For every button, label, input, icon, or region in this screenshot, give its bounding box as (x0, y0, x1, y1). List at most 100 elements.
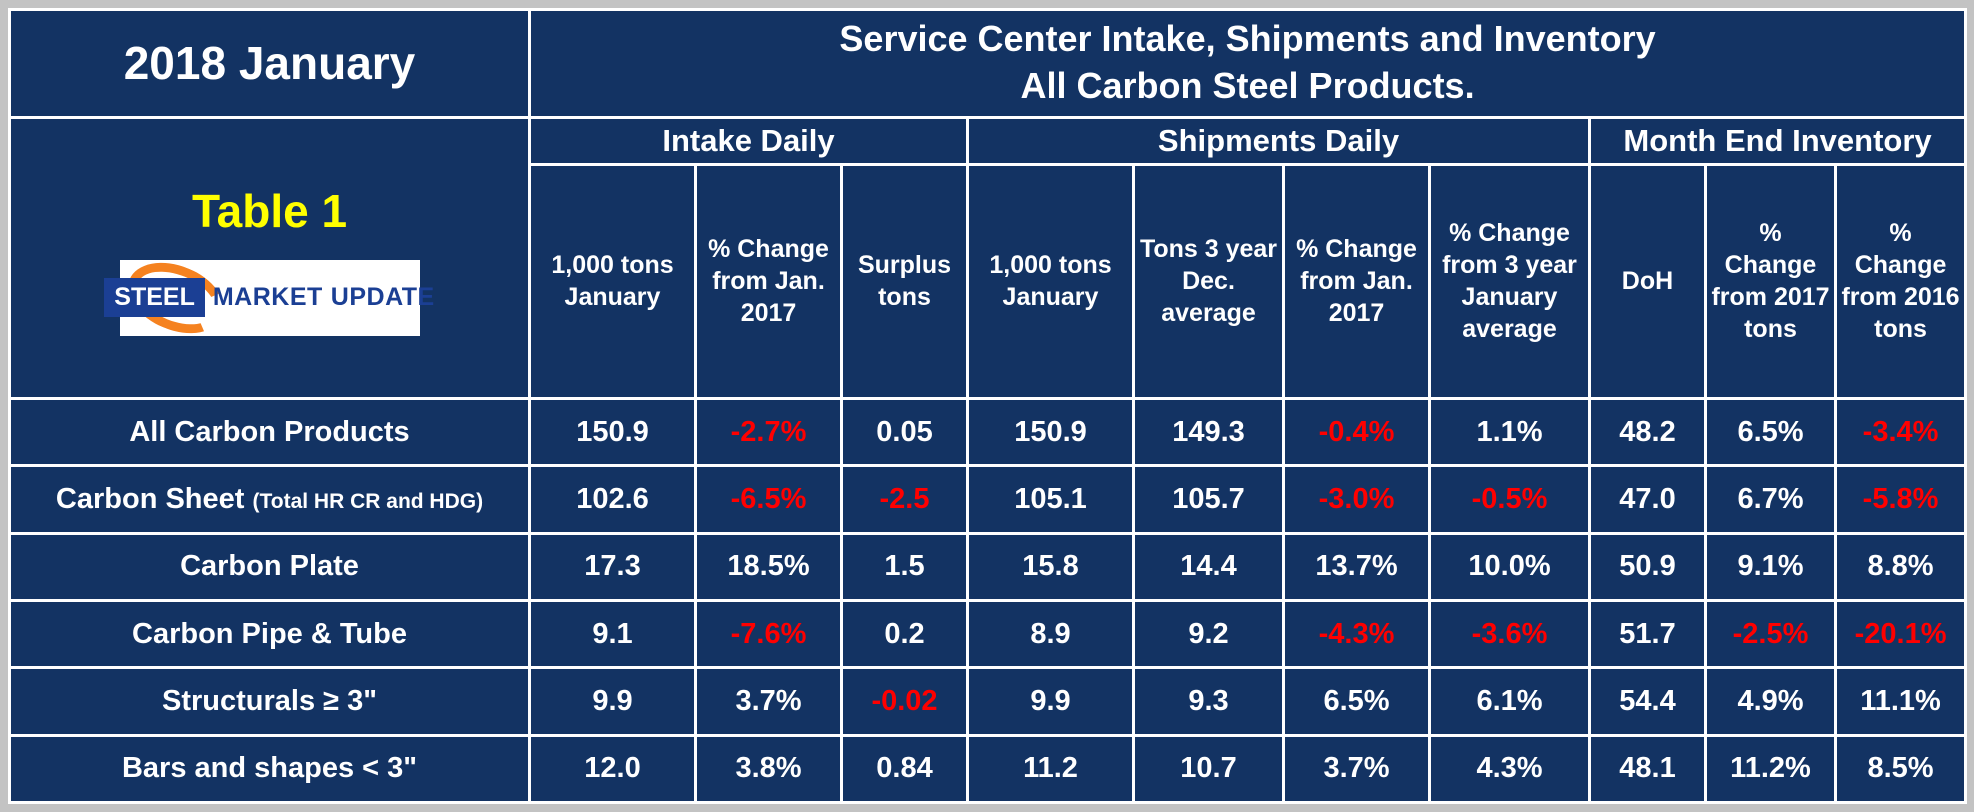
product-name: Carbon Sheet (55, 482, 245, 515)
cell-value: 15.8 (966, 531, 1135, 602)
table-row: Bars and shapes < 3" 12.0 3.8% 0.84 11.2… (8, 733, 1968, 805)
report-title-line1: Service Center Intake, Shipments and Inv… (839, 18, 1656, 60)
cell-value: 6.1% (1428, 666, 1591, 737)
cell-value: -6.5% (694, 464, 843, 535)
cell-value: 150.9 (528, 396, 697, 468)
product-name: Structurals ≥ 3" (161, 684, 377, 717)
cell-value: -3.6% (1428, 598, 1591, 670)
cell-value: 3.7% (694, 666, 843, 737)
cell-value: 9.9 (966, 666, 1135, 737)
cell-value: 150.9 (966, 396, 1135, 468)
row-label: All Carbon Products (8, 396, 531, 468)
title-row: 2018 January Service Center Intake, Ship… (8, 8, 1968, 119)
cell-value: 11.1% (1833, 666, 1968, 737)
row-label: Carbon Plate (8, 531, 531, 602)
cell-value: 102.6 (528, 464, 697, 535)
period-cell: 2018 January (8, 8, 531, 119)
cell-value: -0.5% (1428, 464, 1591, 535)
group-header-inventory: Month End Inventory (1587, 115, 1968, 166)
cell-value: -2.7% (694, 396, 843, 468)
column-header-row: 1,000 tons January % Change from Jan. 20… (10, 162, 1968, 400)
product-name: All Carbon Products (129, 415, 410, 448)
cell-value: 4.9% (1704, 666, 1837, 737)
cell-value: 6.5% (1282, 666, 1431, 737)
col-header-intake-tons: 1,000 tons January (528, 162, 697, 400)
col-header-pct-change-2017: % Change from 2017 tons (1704, 162, 1837, 400)
group-header-intake: Intake Daily (528, 115, 969, 166)
cell-value: 13.7% (1282, 531, 1431, 602)
group-header-row: Table 1 STEEL MARKET UPDATE Intake Daily… (8, 115, 1968, 400)
cell-value: 11.2 (966, 733, 1135, 805)
cell-value: 10.0% (1428, 531, 1591, 602)
cell-value: -7.6% (694, 598, 843, 670)
cell-value: 9.9 (528, 666, 697, 737)
steel-intake-table: 2018 January Service Center Intake, Ship… (8, 8, 1968, 805)
cell-value: 0.2 (840, 598, 969, 670)
cell-value: -3.0% (1282, 464, 1431, 535)
row-label: Carbon Pipe & Tube (8, 598, 531, 670)
cell-value: -0.4% (1282, 396, 1431, 468)
cell-value: -20.1% (1833, 598, 1968, 670)
cell-value: 4.3% (1428, 733, 1591, 805)
logo-update-text: UPDATE (330, 283, 435, 312)
col-header-shipments-tons: 1,000 tons January (966, 162, 1135, 400)
col-header-intake-pct-change: % Change from Jan. 2017 (694, 162, 843, 400)
cell-value: 105.7 (1132, 464, 1285, 535)
cell-value: 14.4 (1132, 531, 1285, 602)
cell-value: -4.3% (1282, 598, 1431, 670)
cell-value: 9.1 (528, 598, 697, 670)
cell-value: 0.05 (840, 396, 969, 468)
col-header-pct-change-3yr-avg: % Change from 3 year January average (1428, 162, 1591, 400)
cell-value: 3.8% (694, 733, 843, 805)
table-row: Carbon Plate 17.3 18.5% 1.5 15.8 14.4 13… (8, 531, 1968, 602)
cell-value: 51.7 (1588, 598, 1707, 670)
row-label: Bars and shapes < 3" (8, 733, 531, 805)
cell-value: 105.1 (966, 464, 1135, 535)
col-header-pct-change-2016: % Change from 2016 tons (1833, 162, 1968, 400)
cell-value: 9.1% (1704, 531, 1837, 602)
row-label: Structurals ≥ 3" (8, 666, 531, 737)
product-name: Carbon Plate (180, 550, 359, 583)
table-row: Carbon Sheet (Total HR CR and HDG) 102.6… (8, 464, 1968, 535)
product-note: (Total HR CR and HDG) (252, 489, 484, 513)
cell-value: -5.8% (1833, 464, 1968, 535)
cell-value: 17.3 (528, 531, 697, 602)
cell-value: -0.02 (840, 666, 969, 737)
col-header-tons-3yr-avg: Tons 3 year Dec. average (1132, 162, 1285, 400)
logo-steel-text: STEEL (104, 278, 205, 318)
cell-value: 8.9 (966, 598, 1135, 670)
row-label: Carbon Sheet (Total HR CR and HDG) (8, 464, 531, 535)
logo-market-text: MARKET (212, 283, 323, 312)
period-label: 2018 January (123, 37, 416, 90)
cell-value: 8.5% (1833, 733, 1968, 805)
cell-value: -3.4% (1833, 396, 1968, 468)
cell-value: 54.4 (1588, 666, 1707, 737)
cell-value: 0.84 (840, 733, 969, 805)
cell-value: 9.2 (1132, 598, 1285, 670)
cell-value: -2.5 (840, 464, 969, 535)
cell-value: 48.1 (1588, 733, 1707, 805)
cell-value: 1.5 (840, 531, 969, 602)
cell-value: 48.2 (1588, 396, 1707, 468)
cell-value: 18.5% (694, 531, 843, 602)
cell-value: -2.5% (1704, 598, 1837, 670)
cell-value: 6.5% (1704, 396, 1837, 468)
cell-value: 3.7% (1282, 733, 1431, 805)
group-header-shipments: Shipments Daily (966, 115, 1591, 166)
cell-value: 12.0 (528, 733, 697, 805)
table-label-cell: Table 1 STEEL MARKET UPDATE (8, 115, 531, 400)
cell-value: 8.8% (1833, 531, 1968, 602)
cell-value: 9.3 (1132, 666, 1285, 737)
col-header-surplus-tons: Surplus tons (840, 162, 969, 400)
cell-value: 47.0 (1588, 464, 1707, 535)
report-title-line2: All Carbon Steel Products. (1020, 65, 1475, 107)
col-header-doh: DoH (1588, 162, 1707, 400)
cell-value: 1.1% (1428, 396, 1591, 468)
smu-logo: STEEL MARKET UPDATE (104, 249, 434, 347)
cell-value: 50.9 (1588, 531, 1707, 602)
table-row: Structurals ≥ 3" 9.9 3.7% -0.02 9.9 9.3 … (8, 666, 1968, 737)
cell-value: 6.7% (1704, 464, 1837, 535)
col-header-shipments-pct-change: % Change from Jan. 2017 (1282, 162, 1431, 400)
table-number-label: Table 1 (191, 184, 348, 237)
